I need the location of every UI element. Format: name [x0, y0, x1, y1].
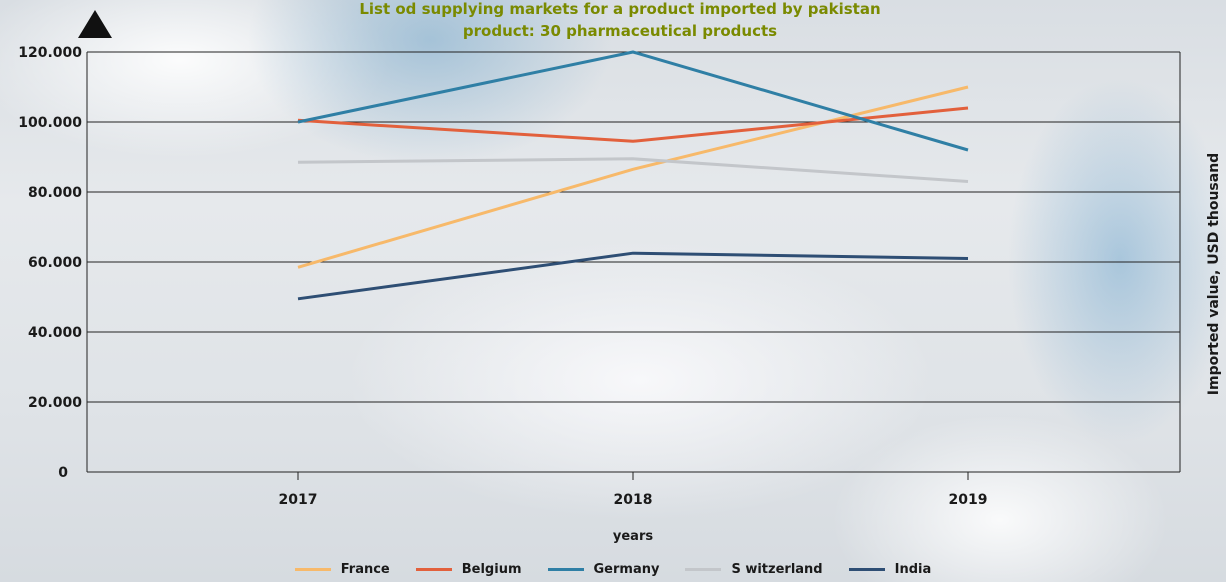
x-ticks: 2017 2018 2019 [279, 472, 988, 508]
y-tick-label: 20.000 [28, 395, 82, 411]
y-tick-label: 120.000 [18, 45, 82, 61]
y-tick-label: 0 [58, 465, 68, 481]
x-tick-label: 2019 [949, 492, 988, 508]
chart-subtitle: product: 30 pharmaceutical products [463, 22, 777, 40]
legend-label: India [894, 562, 932, 577]
legend-label: Germany [593, 562, 660, 577]
legend-label: S witzerland [731, 562, 823, 577]
y-axis-title: Imported value, USD thousand [1206, 153, 1222, 395]
legend-item: Belgium [415, 562, 522, 577]
series-line-germany [297, 50, 969, 152]
legend-swatch [294, 568, 331, 571]
x-tick-label: 2018 [614, 492, 653, 508]
y-axis-arrow-icon [78, 10, 112, 38]
legend-swatch [848, 568, 885, 571]
x-axis-title: years [613, 529, 653, 544]
y-tick-label: 60.000 [28, 255, 82, 271]
series-lines [297, 50, 969, 301]
legend-item: India [848, 562, 932, 577]
legend-swatch [547, 568, 584, 571]
legend-swatch [415, 568, 452, 571]
legend-label: Belgium [461, 562, 522, 577]
chart-title: List od supplying markets for a product … [359, 0, 880, 18]
series-line-india [297, 251, 969, 301]
legend: France Belgium Germany S witzerland India [0, 562, 1226, 577]
x-tick-label: 2017 [279, 492, 318, 508]
legend-item: S witzerland [685, 562, 823, 577]
legend-swatch [685, 568, 722, 571]
series-line-belgium [297, 106, 969, 143]
y-tick-label: 40.000 [28, 325, 82, 341]
y-tick-label: 100.000 [18, 115, 82, 131]
series-line-france [297, 85, 969, 269]
gridlines [87, 51, 1180, 403]
y-ticks: 0 20.000 40.000 60.000 80.000 100.000 120.000 [18, 45, 82, 481]
y-tick-label: 80.000 [28, 185, 82, 201]
legend-item: France [294, 562, 390, 577]
legend-item: Germany [547, 562, 660, 577]
series-line-s-witzerland [297, 157, 969, 183]
legend-label: France [340, 562, 390, 577]
